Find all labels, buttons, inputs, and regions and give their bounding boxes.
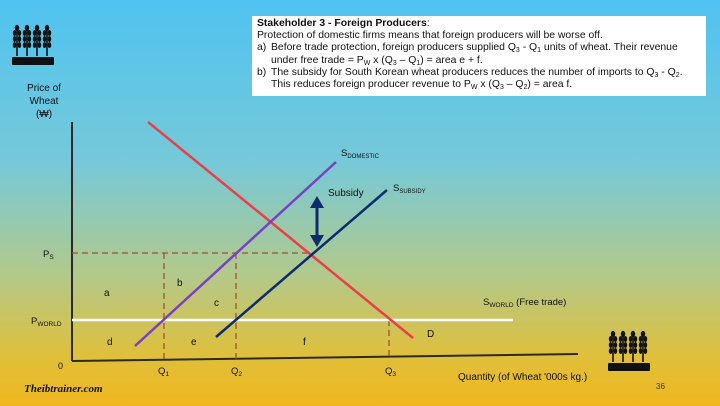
item-b-text: The subsidy for South Korean wheat produ… <box>271 66 683 92</box>
wheat-icon <box>12 24 54 65</box>
origin-label: 0 <box>58 361 63 371</box>
area-a-label: a <box>104 288 110 299</box>
item-b-label: b) <box>257 66 267 78</box>
textbox-item-b: b) The subsidy for South Korean wheat pr… <box>257 67 701 91</box>
y-axis-label-line2: Wheat <box>30 96 59 107</box>
y-axis-label-line1: Price of <box>27 83 61 94</box>
domestic-supply-curve <box>134 161 337 347</box>
subsidy-supply-curve <box>215 189 388 338</box>
explanation-textbox: Stakeholder 3 - Foreign Producers: Prote… <box>252 16 706 96</box>
x-axis-label: Quantity (of Wheat '000s kg.) <box>458 372 587 383</box>
area-d-label: d <box>107 337 113 348</box>
area-c-label: c <box>214 298 219 309</box>
demand-label: D <box>427 329 434 340</box>
s-world-label: SWORLD (Free trade) <box>483 297 566 309</box>
q3-label: Q3 <box>385 366 396 378</box>
wheat-icon <box>608 330 650 371</box>
item-a-text: Before trade protection, foreign produce… <box>271 42 678 67</box>
s-subsidy-label: SSUBSIDY <box>393 183 426 195</box>
textbox-title: Stakeholder 3 - Foreign Producers <box>257 18 427 29</box>
y-axis-label-line3: (₩) <box>36 109 52 120</box>
textbox-item-a: a) Before trade protection, foreign prod… <box>257 42 701 66</box>
textbox-intro: Protection of domestic firms means that … <box>257 30 603 42</box>
area-f-label: f <box>303 337 306 348</box>
ps-label: PS <box>43 249 54 261</box>
area-e-label: e <box>191 337 197 348</box>
x-axis <box>71 353 579 362</box>
q1-label: Q1 <box>158 366 169 378</box>
s-domestic-label: SDOMESTIC <box>341 148 380 160</box>
brand-logo: Theibtrainer.com <box>24 383 103 395</box>
page-number: 36 <box>656 382 665 391</box>
q2-label: Q2 <box>231 366 242 378</box>
area-b-label: b <box>177 278 183 289</box>
demand-curve <box>147 121 414 339</box>
subsidy-label: Subsidy <box>328 188 364 199</box>
subsidy-arrow <box>310 196 324 247</box>
textbox-title-colon: : <box>426 18 430 29</box>
item-a-label: a) <box>257 42 267 54</box>
pworld-label: PWORLD <box>31 316 62 328</box>
